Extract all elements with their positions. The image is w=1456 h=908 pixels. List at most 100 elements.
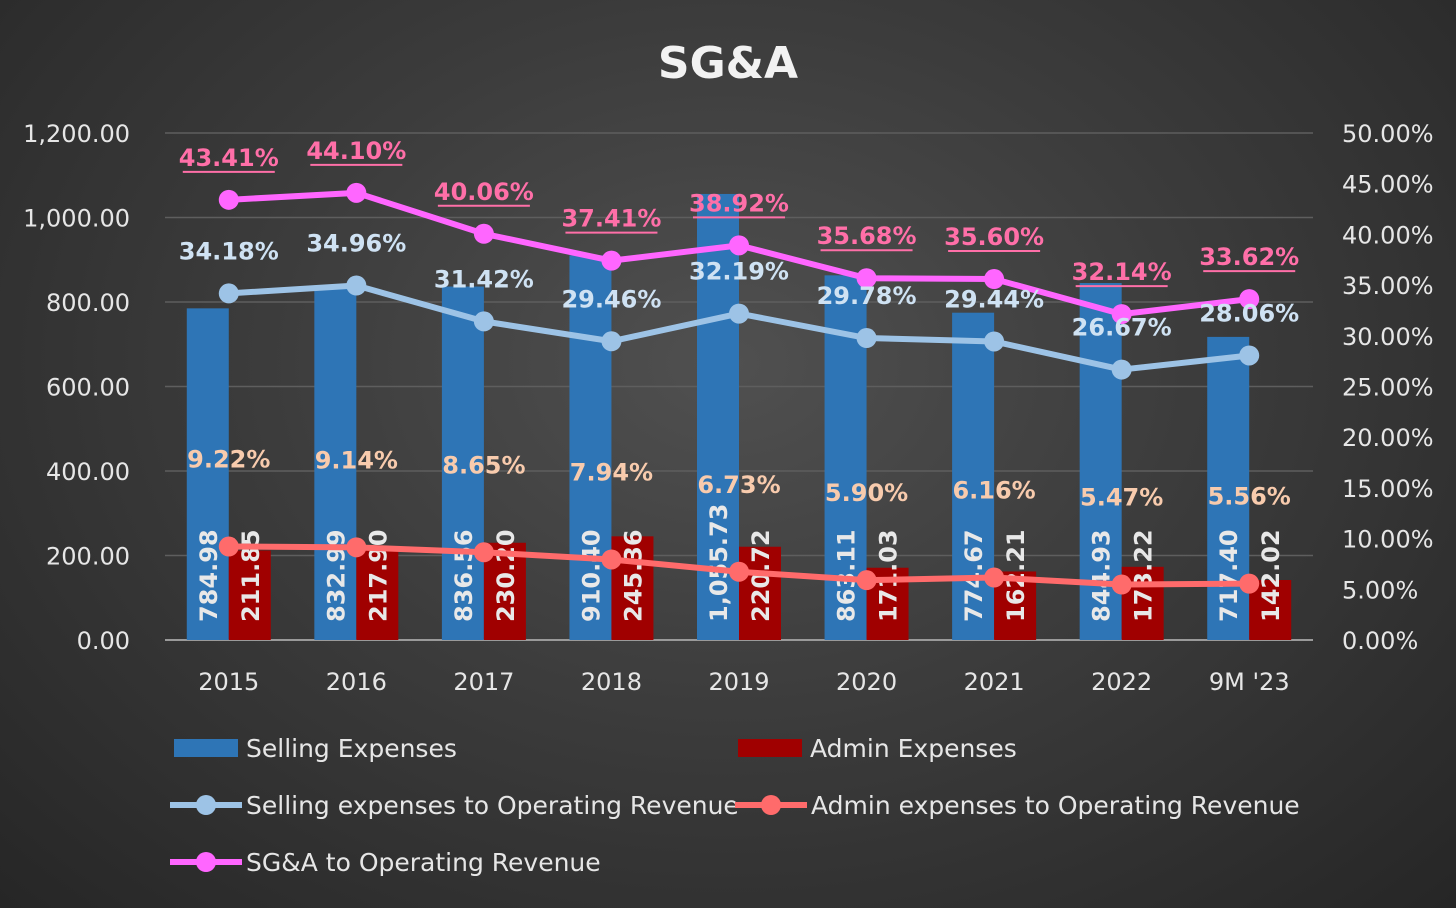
bar-data-label: 784.98 — [195, 529, 223, 622]
right-tick-label: 40.00% — [1342, 221, 1434, 249]
bar-selling — [314, 288, 357, 640]
right-tick-label: 30.00% — [1342, 323, 1434, 351]
line-marker — [856, 328, 877, 349]
legend-label: SG&A to Operating Revenue — [246, 848, 601, 877]
legend-marker — [196, 795, 216, 815]
legend-label: Admin Expenses — [810, 734, 1017, 763]
line-marker — [218, 536, 239, 557]
right-tick-label: 25.00% — [1342, 374, 1434, 402]
right-tick-label: 20.00% — [1342, 424, 1434, 452]
line-data-label: 6.16% — [952, 477, 1035, 505]
left-tick-label: 1,000.00 — [23, 205, 130, 233]
line-data-label: 32.19% — [689, 258, 789, 286]
right-tick-label: 0.00% — [1342, 627, 1418, 655]
bar-selling — [952, 312, 995, 640]
line-marker — [218, 283, 239, 304]
bar-data-label: 230.20 — [492, 529, 520, 622]
left-tick-label: 0.00 — [77, 627, 130, 655]
category-label: 2018 — [581, 668, 642, 696]
line-marker — [473, 223, 494, 244]
line-marker — [984, 331, 1005, 352]
bar-data-label: 832.99 — [322, 529, 350, 622]
right-tick-label: 15.00% — [1342, 475, 1434, 503]
left-tick-label: 600.00 — [46, 374, 130, 402]
category-label: 2016 — [326, 668, 387, 696]
line-data-label: 5.90% — [825, 479, 908, 507]
line-marker — [1239, 345, 1260, 366]
line-marker — [601, 331, 622, 352]
category-label: 2020 — [836, 668, 897, 696]
line-marker — [218, 189, 239, 210]
line-data-label: 29.44% — [944, 285, 1044, 313]
category-label: 2022 — [1091, 668, 1152, 696]
category-label: 2021 — [964, 668, 1025, 696]
line-marker — [346, 182, 367, 203]
line-marker — [984, 269, 1005, 290]
bar-data-label: 836.56 — [450, 529, 478, 622]
line-data-label: 9.14% — [315, 446, 398, 474]
line-data-label: 26.67% — [1072, 314, 1172, 342]
line-data-label: 28.06% — [1199, 299, 1299, 327]
line-data-label: 33.62% — [1199, 243, 1299, 271]
bar-admin — [356, 547, 399, 640]
bar-data-label: 211.85 — [237, 529, 265, 622]
line-marker — [346, 275, 367, 296]
line-data-label: 31.42% — [434, 265, 534, 293]
category-label: 2019 — [708, 668, 769, 696]
line-marker — [1111, 359, 1132, 380]
legend-swatch — [738, 739, 802, 757]
category-label: 9M '23 — [1209, 668, 1290, 696]
line-marker — [729, 561, 749, 582]
left-tick-label: 200.00 — [46, 543, 130, 571]
line-data-label: 6.73% — [697, 471, 780, 499]
bar-admin — [228, 550, 271, 640]
line-data-label: 29.78% — [817, 282, 917, 310]
left-tick-label: 800.00 — [46, 289, 130, 317]
line-data-label: 34.18% — [179, 237, 279, 265]
legend-swatch — [174, 739, 238, 757]
line-marker — [1111, 304, 1132, 325]
line-data-label: 40.06% — [434, 178, 534, 206]
bar-data-label: 217.90 — [364, 529, 392, 622]
right-tick-label: 10.00% — [1342, 526, 1434, 554]
bar-data-label: 173.22 — [1130, 529, 1158, 622]
line-data-label: 44.10% — [306, 137, 406, 165]
bar-data-label: 142.02 — [1257, 529, 1285, 622]
left-tick-label: 1,200.00 — [23, 120, 130, 148]
line-marker — [856, 570, 877, 591]
line-marker — [473, 311, 494, 332]
line-marker — [856, 268, 877, 289]
bar-selling — [569, 255, 612, 640]
line-marker — [601, 250, 622, 271]
bar-data-label: 245.36 — [619, 529, 647, 622]
line-data-label: 7.94% — [570, 458, 653, 486]
legend-marker — [761, 795, 781, 815]
right-tick-label: 5.00% — [1342, 576, 1418, 604]
line-marker — [473, 542, 494, 563]
line-data-label: 34.96% — [306, 230, 406, 258]
category-label: 2017 — [453, 668, 514, 696]
line-data-label: 5.47% — [1080, 484, 1163, 512]
line-data-label: 35.60% — [944, 223, 1044, 251]
right-tick-label: 45.00% — [1342, 171, 1434, 199]
legend-label: Selling Expenses — [246, 734, 457, 763]
bar-data-label: 1,055.73 — [705, 504, 733, 622]
bar-data-label: 844.93 — [1088, 529, 1116, 622]
line-data-label: 38.92% — [689, 189, 789, 217]
line-marker — [346, 537, 367, 558]
line-data-label: 35.68% — [817, 222, 917, 250]
line-marker — [1111, 574, 1132, 595]
bar-selling — [186, 308, 229, 640]
left-tick-label: 400.00 — [46, 458, 130, 486]
bar-admin — [739, 546, 781, 640]
line-data-label: 8.65% — [442, 451, 525, 479]
category-label: 2015 — [198, 668, 259, 696]
legend-label: Selling expenses to Operating Revenue — [246, 791, 739, 820]
line-marker — [984, 567, 1005, 588]
line-marker — [1239, 289, 1260, 310]
line-data-label: 9.22% — [187, 446, 270, 474]
line-data-label: 5.56% — [1208, 483, 1291, 511]
right-tick-label: 35.00% — [1342, 272, 1434, 300]
line-data-label: 37.41% — [561, 205, 661, 233]
